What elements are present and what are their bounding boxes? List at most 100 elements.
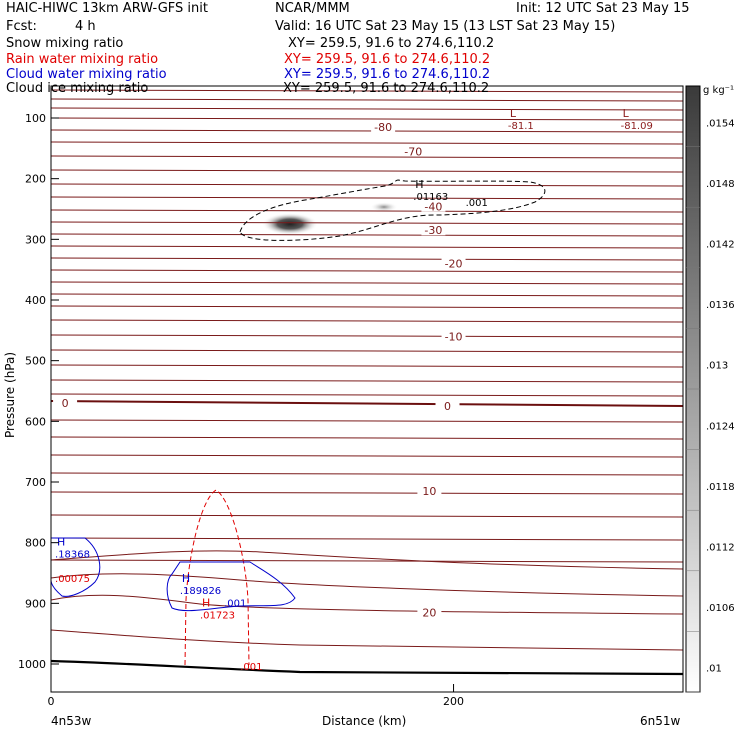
- isotherm-line: [51, 117, 683, 121]
- isotherm-line: [51, 319, 683, 323]
- extremum-marker: L: [510, 107, 517, 120]
- isotherm-line: [51, 281, 683, 285]
- ice-shading-secondary: [370, 202, 398, 212]
- isotherm-line: [51, 305, 683, 309]
- y-tick-label: 300: [25, 233, 46, 246]
- plot-area: -80-70-40-30-20-100 01020L-81.1L-81.09H.0…: [51, 89, 683, 676]
- isotherm-line: [51, 472, 683, 476]
- isotherm-line: [51, 155, 683, 159]
- extremum-value: -81.1: [508, 121, 534, 132]
- isotherm-line: [51, 169, 683, 173]
- isotherm-line: [51, 129, 683, 133]
- plot-annotations: -80-70-40-30-20-100 01020L-81.1L-81.09H.0…: [53, 107, 653, 673]
- isotherm-line: [51, 257, 683, 261]
- field-name-cloud-water: Cloud water mixing ratio: [6, 67, 167, 82]
- cloud-water-contour-left: [51, 537, 101, 597]
- isotherm-line: [51, 379, 683, 383]
- isotherm-line: [51, 419, 683, 423]
- extremum-marker: H: [57, 536, 65, 549]
- isotherm-label: 0: [62, 397, 69, 410]
- isotherm-line: [51, 98, 683, 102]
- isotherm-line: [51, 89, 683, 93]
- y-tick-label: 800: [25, 537, 46, 550]
- extremum-value: .01163: [413, 192, 448, 203]
- colorbar-tick-label: .0118: [706, 482, 735, 493]
- extremum-marker: H: [202, 596, 210, 609]
- fcst-value: 4 h: [75, 19, 96, 34]
- isotherm-label: -10: [445, 330, 463, 343]
- isotherm-label-bg: [401, 145, 426, 157]
- extremum-value: -81.09: [621, 121, 653, 132]
- y-tick-label: 100: [25, 112, 46, 125]
- isotherm-line: [51, 573, 683, 597]
- rain-water-contour: [184, 489, 250, 666]
- isotherm-line: [51, 594, 683, 615]
- isotherm-label: 20: [422, 606, 436, 619]
- field-name-rain: Rain water mixing ratio: [6, 52, 159, 67]
- extremum-value: .00075: [55, 574, 90, 585]
- isotherm-label-bg: [421, 200, 446, 212]
- isotherm-label-bg: [441, 330, 466, 342]
- colorbar-tick-label: .0154: [706, 118, 735, 129]
- isotherm-line: [51, 183, 683, 187]
- x-axis-title: Distance (km): [322, 714, 407, 728]
- isotherm-label: -30: [424, 224, 442, 237]
- cloud-ice-contour: [239, 179, 546, 241]
- y-tick-label: 500: [25, 355, 46, 368]
- isotherm-line: [51, 107, 683, 111]
- isotherm-line: [51, 293, 683, 297]
- init-time: Init: 12 UTC Sat 23 May 15: [516, 1, 690, 16]
- isotherm-label: -20: [445, 258, 463, 271]
- extremum-value: .01723: [200, 610, 235, 621]
- colorbar-tick-label: .0112: [706, 543, 735, 554]
- field-xy-cloud-ice: XY= 259.5, 91.6 to 274.6,110.2: [283, 81, 490, 96]
- colorbar-tick-label: .0148: [706, 179, 735, 190]
- isotherm-line: [51, 233, 683, 237]
- isotherm-line: [51, 629, 683, 651]
- colorbar-tick-label: .01: [706, 664, 722, 675]
- x-left-location: 4n53w: [51, 714, 92, 728]
- extremum-marker: H: [182, 572, 190, 585]
- isotherm-line: [51, 141, 683, 145]
- isotherm-line: [51, 559, 683, 563]
- extremum-marker: H: [415, 178, 423, 191]
- isotherm-line: [51, 221, 683, 225]
- y-tick-label: 200: [25, 173, 46, 186]
- isotherm-line: [51, 245, 683, 249]
- ice-shading-main: [262, 213, 318, 235]
- isotherm-label-bg: [53, 397, 78, 409]
- isotherm-line: [51, 537, 683, 541]
- isotherm-line: [51, 349, 683, 353]
- field-name-cloud-ice: Cloud ice mixing ratio: [6, 81, 149, 96]
- isotherm-label-bg: [435, 400, 460, 412]
- y-tick-label: 600: [25, 415, 46, 428]
- x-tick-label: 0: [48, 695, 55, 708]
- colorbar-tick-label: .0142: [706, 240, 735, 251]
- fcst-label: Fcst:: [6, 19, 37, 34]
- cloud-water-contour-right: [166, 561, 296, 612]
- valid-time: Valid: 16 UTC Sat 23 May 15 (13 LST Sat …: [275, 19, 616, 34]
- colorbar-ticks: .0154 .0148 .0142 .0136 .013 .0124 .0118 .0112.…: [686, 118, 735, 693]
- extremum-value: .18368: [55, 550, 90, 561]
- isotherm-line: [51, 454, 683, 458]
- isotherm-line: [51, 269, 683, 273]
- isotherm-label-bg: [421, 224, 446, 236]
- x-right-location: 6n51w: [640, 714, 681, 728]
- surface-line: [51, 659, 683, 676]
- isotherm-label-bg: [371, 121, 396, 133]
- y-tick-label: 1000: [18, 658, 46, 671]
- isotherm-line: [51, 196, 683, 200]
- colorbar-unit: g kg⁻¹: [703, 85, 734, 96]
- field-xy-rain: XY= 259.5, 91.6 to 274.6,110.2: [284, 52, 491, 67]
- isotherm-label-bg: [441, 257, 466, 269]
- isotherm-line: [51, 514, 683, 518]
- y-tick-label: 700: [25, 476, 46, 489]
- colorbar-tick-label: .0136: [706, 300, 735, 311]
- isotherm-line: [51, 364, 683, 368]
- isotherm-label: -70: [404, 145, 422, 158]
- contour-label: .001: [240, 662, 262, 673]
- extremum-marker: L: [623, 107, 630, 120]
- isotherm-line: [51, 491, 683, 495]
- temperature-contours: [51, 89, 683, 651]
